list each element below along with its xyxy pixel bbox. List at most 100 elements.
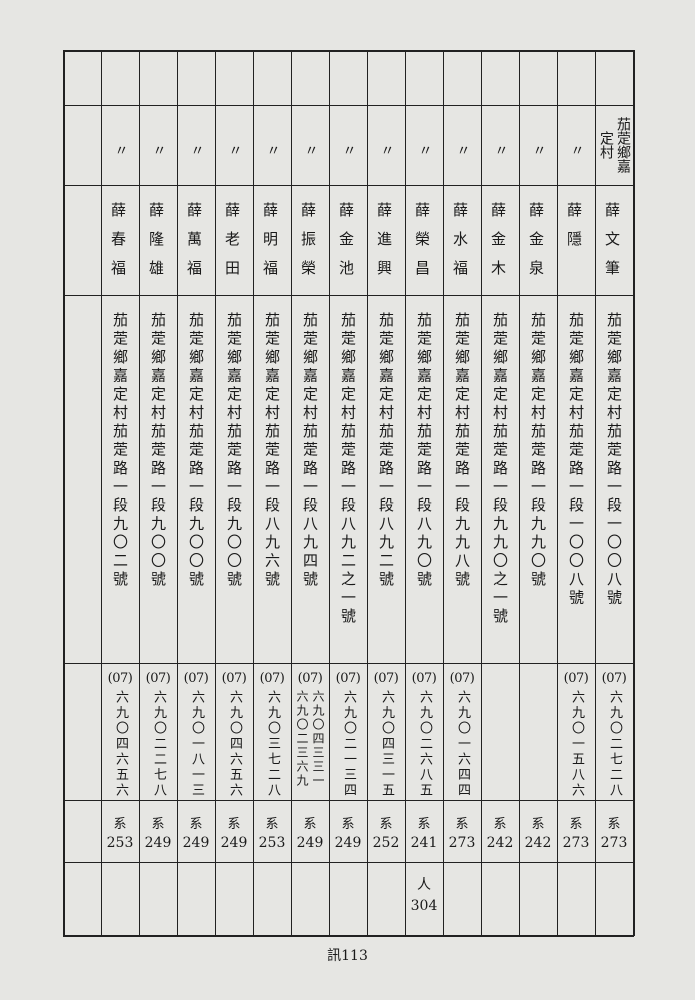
code-label: 系: [569, 817, 583, 832]
column-line: [367, 50, 368, 936]
column-line: [633, 50, 635, 936]
phone-area: (07): [601, 671, 627, 686]
address: 茄萣鄉嘉定村茄萣路一段九〇〇號: [149, 312, 167, 590]
address: 茄萣鄉嘉定村茄萣路一段九九八號: [453, 312, 471, 590]
place: 〃: [530, 143, 547, 157]
column-line: [215, 50, 216, 936]
name: 薛老田: [223, 202, 241, 289]
code: 253: [258, 835, 286, 851]
phone-area: (07): [107, 671, 133, 686]
name: 薛金泉: [527, 202, 545, 289]
phone-number: 六九〇四三一五: [379, 690, 394, 799]
place: 〃: [568, 143, 585, 157]
address: 茄萣鄉嘉定村茄萣路一段九〇〇號: [187, 312, 205, 590]
code-label: 系: [227, 817, 241, 832]
code-label: 系: [531, 817, 545, 832]
place: 〃: [416, 143, 433, 157]
code: 273: [600, 835, 628, 851]
name: 薛隆雄: [147, 202, 165, 289]
code: 249: [296, 835, 324, 851]
place: 〃: [226, 143, 243, 157]
code-label: 系: [417, 817, 431, 832]
code: 273: [448, 835, 476, 851]
address: 茄萣鄉嘉定村茄萣路一段一〇〇八號: [567, 312, 585, 608]
phone-area: (07): [563, 671, 589, 686]
name: 薛隱: [565, 202, 583, 260]
name: 薛春福: [109, 202, 127, 289]
phone-number: 六九〇二一三四: [341, 690, 356, 799]
phone-number: 六九〇一六四四: [455, 690, 470, 799]
code-label: 系: [265, 817, 279, 832]
place: 〃: [188, 143, 205, 157]
code-label: 系: [113, 817, 127, 832]
name: 薛萬福: [185, 202, 203, 289]
code: 242: [486, 835, 514, 851]
place: 〃: [492, 143, 509, 157]
code: 242: [524, 835, 552, 851]
column-line: [177, 50, 178, 936]
phone-number: 六九〇三七二八: [265, 690, 280, 799]
column-line: [443, 50, 444, 936]
phone-number: 六九〇四六五六: [113, 690, 128, 799]
code-label: 系: [189, 817, 203, 832]
address: 茄萣鄉嘉定村茄萣路一段九九〇號: [529, 312, 547, 590]
code: 249: [182, 835, 210, 851]
column-line: [595, 50, 596, 936]
column-line: [291, 50, 292, 936]
address: 茄萣鄉嘉定村茄萣路一段九〇〇號: [225, 312, 243, 590]
code: 249: [220, 835, 248, 851]
code-label: 系: [341, 817, 355, 832]
row-line: [63, 862, 634, 863]
place: 〃: [340, 143, 357, 157]
name: 薛金木: [489, 202, 507, 289]
address: 茄萣鄉嘉定村茄萣路一段八九六號: [263, 312, 281, 590]
row-line: [63, 663, 634, 664]
phone-area: (07): [145, 671, 171, 686]
column-line: [329, 50, 330, 936]
phone-area: (07): [411, 671, 437, 686]
row-line: [63, 800, 634, 801]
code: 249: [334, 835, 362, 851]
name: 薛榮昌: [413, 202, 431, 289]
row-line: [63, 295, 634, 296]
row-line: [63, 935, 634, 937]
extra: 304: [410, 898, 438, 914]
column-line: [139, 50, 140, 936]
name: 薛振榮: [299, 202, 317, 289]
code-label: 系: [493, 817, 507, 832]
phone-number: 六九〇一五八六: [569, 690, 584, 799]
page-number: 訊113: [327, 948, 368, 964]
code-label: 系: [303, 817, 317, 832]
row-line: [63, 50, 634, 52]
code: 249: [144, 835, 172, 851]
phone-area: (07): [297, 671, 323, 686]
column-line: [101, 50, 102, 936]
code: 273: [562, 835, 590, 851]
column-line: [63, 50, 65, 936]
code-label: 系: [379, 817, 393, 832]
place: 〃: [112, 143, 129, 157]
place: 茄萣鄉嘉定村: [598, 117, 631, 173]
phone-area: (07): [259, 671, 285, 686]
name: 薛文筆: [603, 202, 621, 289]
phone-number: 六九〇二二七八: [151, 690, 166, 799]
phone-area: (07): [449, 671, 475, 686]
place: 〃: [378, 143, 395, 157]
address: 茄萣鄉嘉定村茄萣路一段九九〇之一號: [491, 312, 509, 627]
code: 252: [372, 835, 400, 851]
column-line: [557, 50, 558, 936]
name: 薛進興: [375, 202, 393, 289]
row-line: [63, 105, 634, 106]
address: 茄萣鄉嘉定村茄萣路一段八九二之一號: [339, 312, 357, 627]
phone-area: (07): [221, 671, 247, 686]
phone-area: (07): [335, 671, 361, 686]
row-line: [63, 185, 634, 186]
name: 薛明福: [261, 202, 279, 289]
place: 〃: [302, 143, 319, 157]
phone-area: (07): [373, 671, 399, 686]
phone-number: 六九〇二六八五: [417, 690, 432, 799]
address: 茄萣鄉嘉定村茄萣路一段九〇二號: [111, 312, 129, 590]
phone-number: 六九〇二三六九: [295, 690, 309, 788]
column-line: [405, 50, 406, 936]
